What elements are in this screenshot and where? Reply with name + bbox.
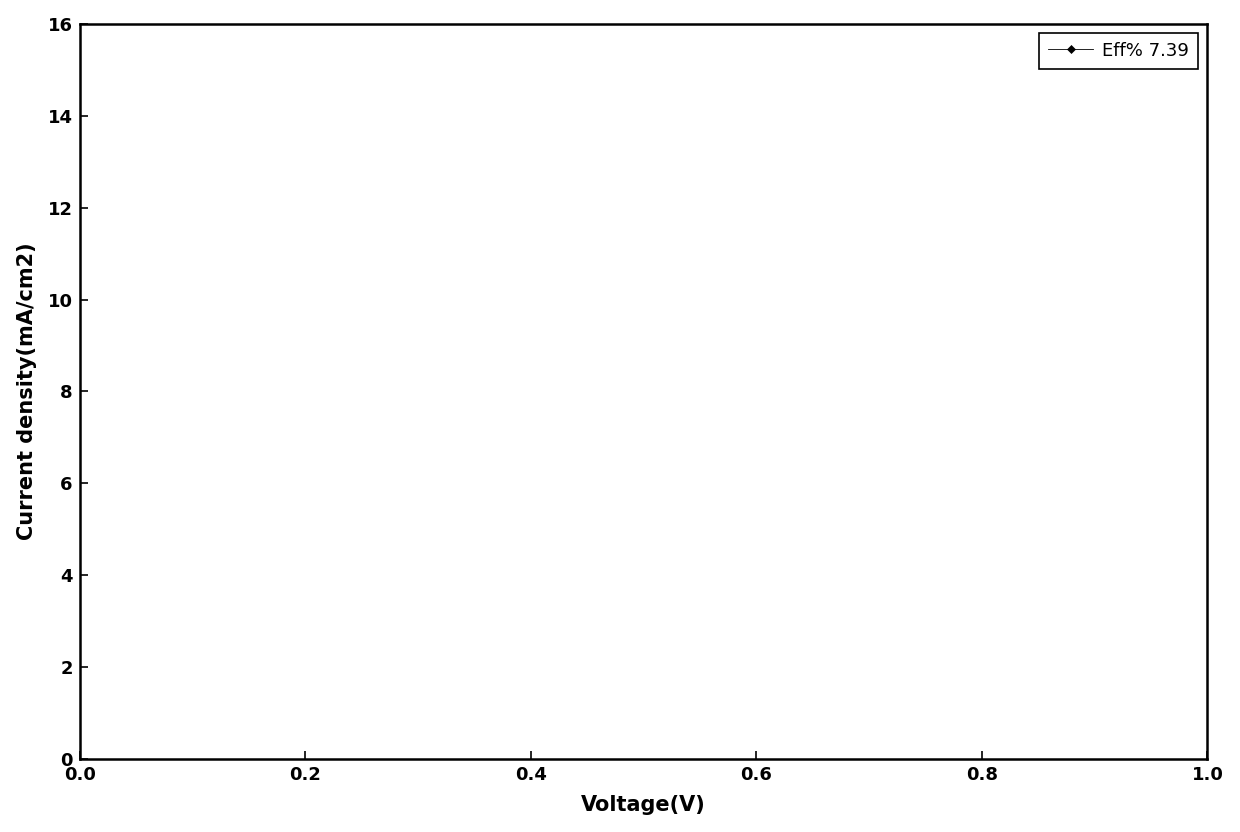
X-axis label: Voltage(V): Voltage(V) xyxy=(582,795,706,815)
Y-axis label: Current density(mA/cm2): Current density(mA/cm2) xyxy=(16,243,37,540)
Legend: Eff% 7.39: Eff% 7.39 xyxy=(1039,32,1198,69)
